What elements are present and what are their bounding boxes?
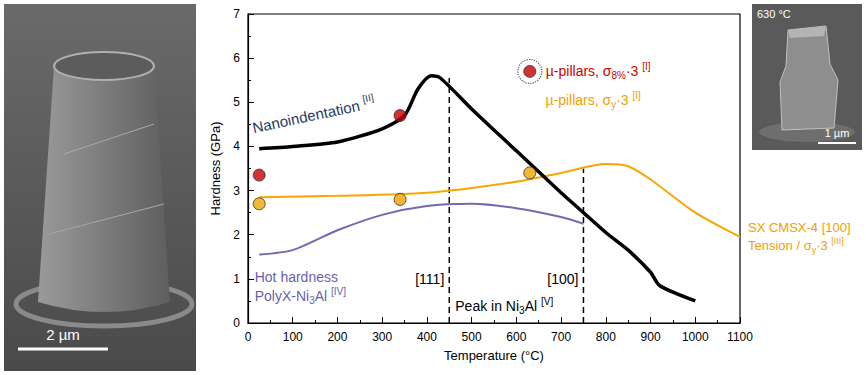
svg-text:6: 6 (233, 51, 240, 65)
svg-text:200: 200 (327, 330, 347, 344)
svg-text:[I]: [I] (642, 61, 651, 72)
svg-text:1000: 1000 (682, 330, 709, 344)
svg-text:2: 2 (233, 228, 240, 242)
svg-text:1: 1 (233, 272, 240, 286)
svg-text:[III]: [III] (831, 236, 844, 246)
svg-text:Al: Al (525, 298, 541, 314)
svg-text:300: 300 (372, 330, 392, 344)
svg-text:[IV]: [IV] (331, 286, 346, 297)
svg-text:2 µm: 2 µm (46, 326, 80, 343)
svg-text:400: 400 (417, 330, 437, 344)
svg-text:4: 4 (233, 139, 240, 153)
svg-text:y: y (611, 99, 617, 111)
svg-text:8%: 8% (611, 70, 626, 81)
svg-text:630 °C: 630 °C (757, 8, 791, 20)
svg-text:0: 0 (245, 330, 252, 344)
svg-text:Temperature (°C): Temperature (°C) (444, 348, 544, 363)
svg-text:800: 800 (596, 330, 616, 344)
svg-text:Hot hardness: Hot hardness (255, 269, 338, 285)
svg-text:·3: ·3 (626, 63, 642, 79)
svg-text:[V]: [V] (541, 296, 553, 307)
svg-text:3: 3 (233, 184, 240, 198)
svg-text:Hardness (GPa): Hardness (GPa) (208, 122, 223, 216)
svg-text:µ-pillars, σ: µ-pillars, σ (546, 63, 612, 79)
svg-text:µ-pillars, σ: µ-pillars, σ (545, 92, 611, 108)
svg-text:[100]: [100] (547, 271, 578, 287)
svg-text:Al: Al (315, 288, 331, 304)
svg-text:[111]: [111] (415, 271, 444, 287)
svg-text:900: 900 (641, 330, 661, 344)
svg-text:0: 0 (233, 316, 240, 330)
svg-text:3: 3 (519, 305, 525, 317)
svg-text:[II]: [II] (361, 92, 374, 105)
svg-text:700: 700 (551, 330, 571, 344)
svg-text:Nanoindentation: Nanoindentation (251, 96, 365, 136)
svg-text:600: 600 (506, 330, 526, 344)
svg-text:3: 3 (309, 295, 315, 307)
svg-text:7: 7 (233, 7, 240, 21)
svg-text:·3: ·3 (816, 238, 831, 253)
svg-text:y: y (811, 245, 817, 256)
svg-text:1100: 1100 (727, 330, 753, 344)
svg-text:1 µm: 1 µm (825, 127, 850, 139)
svg-text:SX CMSX-4 [100]: SX CMSX-4 [100] (748, 220, 851, 235)
svg-text:Peak in Ni: Peak in Ni (455, 298, 519, 314)
svg-text:100: 100 (283, 330, 303, 344)
svg-text:500: 500 (462, 330, 482, 344)
svg-text:Tension / σ: Tension / σ (748, 238, 812, 253)
svg-text:5: 5 (233, 95, 240, 109)
svg-text:[I]: [I] (632, 90, 641, 101)
svg-text:PolyX-Ni: PolyX-Ni (255, 288, 309, 304)
svg-text:·3: ·3 (616, 92, 632, 108)
